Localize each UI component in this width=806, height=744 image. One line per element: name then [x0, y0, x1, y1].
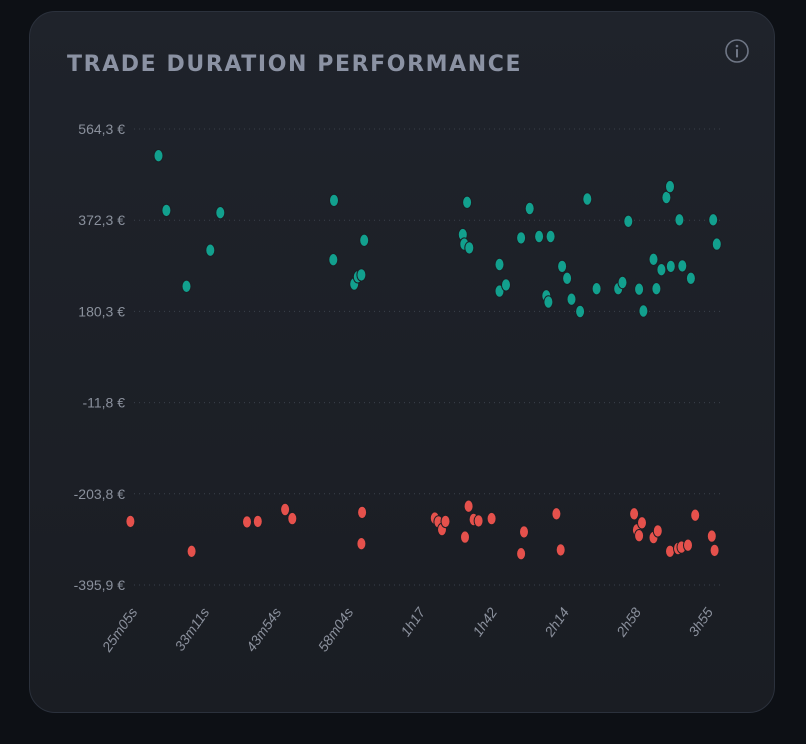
profit-point[interactable]: [634, 282, 645, 296]
profit-point[interactable]: [651, 282, 662, 296]
profit-point[interactable]: [181, 279, 192, 293]
x-tick-label: 1h42: [469, 604, 500, 639]
y-axis: 564,3 € 372,3 € 180,3 € -11,8 € -203,8 € -395…: [74, 121, 126, 593]
profit-point[interactable]: [562, 271, 573, 285]
loss-point[interactable]: [634, 529, 645, 543]
info-icon[interactable]: [725, 39, 749, 63]
loss-point[interactable]: [486, 511, 497, 526]
profit-point[interactable]: [516, 231, 527, 245]
loss-point[interactable]: [242, 515, 252, 529]
x-tick-label: 58m04s: [315, 605, 357, 655]
profit-point[interactable]: [494, 257, 505, 272]
profit-point[interactable]: [356, 268, 367, 282]
profit-point[interactable]: [711, 237, 722, 251]
profit-point[interactable]: [674, 213, 685, 227]
profit-point[interactable]: [462, 195, 473, 210]
profit-point[interactable]: [617, 275, 628, 290]
loss-point[interactable]: [555, 543, 566, 557]
loss-point[interactable]: [287, 511, 298, 526]
loss-point[interactable]: [280, 502, 291, 517]
y-tick-label: 180,3 €: [78, 303, 125, 319]
data-points: [125, 149, 722, 561]
loss-point[interactable]: [652, 524, 663, 538]
profit-point[interactable]: [329, 193, 339, 208]
profit-point[interactable]: [215, 206, 226, 220]
loss-point[interactable]: [683, 538, 693, 552]
y-tick-label: -11,8 €: [82, 395, 125, 411]
profit-point[interactable]: [665, 179, 675, 194]
profit-point[interactable]: [648, 252, 659, 266]
x-tick-label: 1h17: [397, 604, 429, 640]
loss-point[interactable]: [709, 543, 720, 558]
gridlines: [134, 128, 724, 586]
x-tick-label: 43m54s: [243, 605, 285, 655]
loss-point[interactable]: [629, 507, 640, 521]
loss-point[interactable]: [460, 530, 470, 544]
x-tick-label: 2h14: [541, 604, 573, 640]
y-tick-label: -203,8 €: [74, 486, 126, 502]
profit-point[interactable]: [575, 304, 586, 319]
loss-point[interactable]: [252, 514, 263, 529]
loss-point[interactable]: [356, 537, 367, 551]
profit-point[interactable]: [708, 213, 719, 227]
profit-point[interactable]: [153, 149, 164, 163]
profit-point[interactable]: [582, 192, 593, 206]
x-tick-label: 33m11s: [171, 605, 212, 654]
profit-point[interactable]: [328, 253, 339, 267]
profit-point[interactable]: [545, 229, 556, 244]
profit-point[interactable]: [591, 282, 602, 296]
profit-point[interactable]: [534, 229, 545, 244]
profit-point[interactable]: [677, 259, 688, 273]
loss-point[interactable]: [519, 525, 529, 539]
loss-point[interactable]: [357, 505, 368, 520]
profit-point[interactable]: [359, 233, 370, 248]
loss-point[interactable]: [440, 514, 451, 529]
profit-point[interactable]: [205, 243, 216, 257]
profit-point[interactable]: [543, 295, 554, 309]
loss-series: [125, 499, 720, 561]
profit-point[interactable]: [665, 259, 676, 274]
loss-point[interactable]: [516, 547, 527, 561]
profit-point[interactable]: [685, 271, 696, 285]
profit-point[interactable]: [661, 190, 672, 205]
chart-title: TRADE DURATION PERFORMANCE: [67, 52, 523, 77]
x-axis: 25m05s 33m11s 43m54s 58m04s 1h17 1h42 2h14 2h58…: [98, 604, 716, 656]
y-tick-label: 372,3 €: [78, 212, 125, 228]
loss-point[interactable]: [637, 516, 647, 530]
profit-point[interactable]: [638, 304, 649, 318]
profit-point[interactable]: [656, 263, 667, 277]
y-tick-label: 564,3 €: [78, 121, 125, 137]
profit-series: [153, 149, 722, 319]
chart-card: TRADE DURATION PERFORMANCE: [29, 11, 775, 713]
profit-point[interactable]: [566, 292, 577, 306]
profit-point[interactable]: [557, 259, 568, 274]
profit-point[interactable]: [501, 278, 511, 292]
loss-point[interactable]: [186, 544, 197, 558]
loss-point[interactable]: [125, 514, 136, 529]
loss-point[interactable]: [551, 507, 562, 521]
profit-point[interactable]: [623, 214, 634, 229]
x-tick-label: 2h58: [613, 604, 645, 640]
y-tick-label: -395,9 €: [74, 577, 126, 593]
loss-point[interactable]: [690, 508, 701, 522]
loss-point[interactable]: [706, 529, 717, 543]
x-tick-label: 25m05s: [98, 605, 140, 656]
profit-point[interactable]: [524, 201, 535, 216]
profit-point[interactable]: [161, 203, 172, 218]
loss-point[interactable]: [473, 514, 484, 528]
x-tick-label: 3h55: [685, 604, 716, 639]
profit-point[interactable]: [464, 241, 475, 255]
loss-point[interactable]: [463, 499, 474, 513]
